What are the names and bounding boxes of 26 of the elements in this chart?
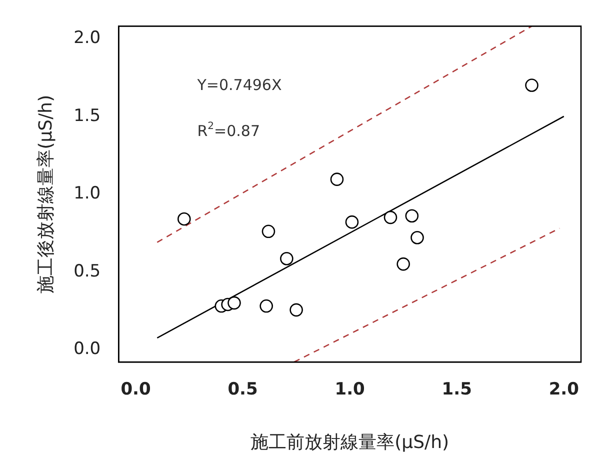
- point: [384, 210, 398, 224]
- y-tick-label: 1.0: [74, 184, 101, 204]
- point: [262, 224, 276, 238]
- annotation: Y=0.7496X: [196, 76, 282, 94]
- point: [177, 212, 191, 226]
- point: [396, 257, 410, 271]
- point: [410, 230, 424, 244]
- x-axis-title: 施工前放射線量率(μS/h): [250, 432, 450, 453]
- point: [405, 209, 419, 223]
- point: [260, 299, 273, 313]
- y-tick-label: 2.0: [74, 28, 101, 48]
- y-axis-title: 施工後放射線量率(μS/h): [35, 94, 56, 294]
- y-tick-label: 0.5: [74, 261, 101, 282]
- point: [290, 303, 303, 317]
- point: [280, 252, 294, 266]
- x-tick-label: 0.5: [228, 380, 258, 400]
- x-tick-label: 1.0: [334, 380, 366, 400]
- x-tick-label: 2.0: [548, 380, 580, 400]
- y-tick-label: 0.0: [74, 338, 101, 359]
- x-tick-label: 0.0: [120, 380, 151, 400]
- point: [330, 172, 344, 186]
- x-tick-label: 1.5: [442, 380, 472, 400]
- point: [525, 78, 538, 92]
- y-tick-label: 1.5: [74, 106, 101, 126]
- point: [345, 215, 359, 229]
- point: [228, 296, 241, 310]
